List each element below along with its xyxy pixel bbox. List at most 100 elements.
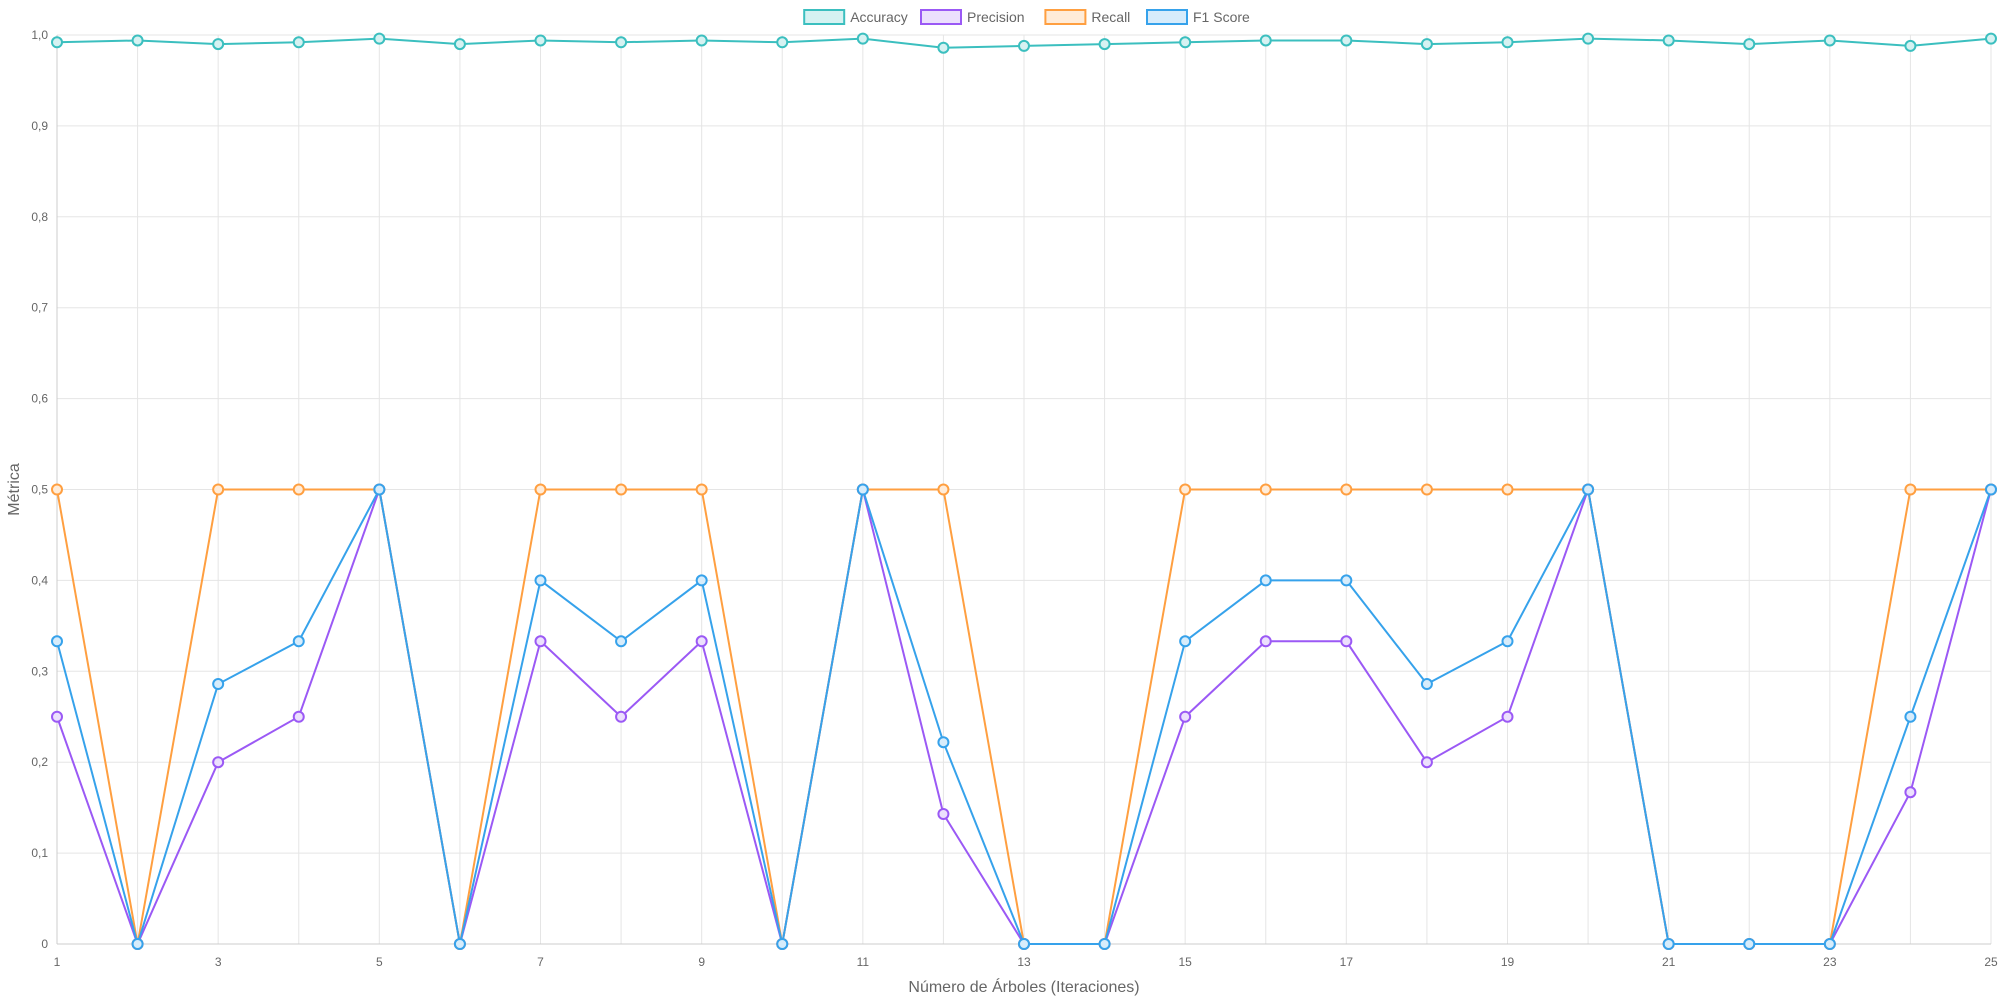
data-point[interactable] [1179, 36, 1192, 49]
data-point[interactable] [695, 483, 708, 496]
y-tick-label: 0,9 [31, 119, 48, 133]
data-point[interactable] [1179, 635, 1192, 648]
data-point[interactable] [212, 483, 225, 496]
data-point[interactable] [1340, 635, 1353, 648]
data-point[interactable] [937, 736, 950, 749]
data-point[interactable] [937, 483, 950, 496]
legend-label: F1 Score [1193, 9, 1250, 25]
data-point[interactable] [1823, 938, 1836, 950]
data-point[interactable] [453, 938, 466, 950]
data-point[interactable] [1098, 38, 1111, 51]
data-point[interactable] [1904, 710, 1917, 723]
data-point[interactable] [937, 41, 950, 54]
data-point[interactable] [1018, 938, 1030, 950]
data-point[interactable] [212, 756, 225, 769]
data-point[interactable] [534, 483, 547, 496]
data-point[interactable] [1179, 710, 1192, 723]
data-point[interactable] [1662, 938, 1675, 950]
data-point[interactable] [695, 34, 708, 47]
data-point[interactable] [1904, 39, 1917, 52]
data-point[interactable] [1340, 483, 1353, 496]
data-point[interactable] [1420, 756, 1433, 769]
data-point[interactable] [856, 32, 869, 45]
data-point[interactable] [51, 36, 63, 49]
data-point[interactable] [1582, 32, 1595, 45]
data-point[interactable] [695, 574, 708, 587]
data-point[interactable] [1259, 483, 1272, 496]
data-point[interactable] [1259, 34, 1272, 47]
data-point[interactable] [1985, 32, 1997, 45]
data-point[interactable] [1823, 34, 1836, 47]
data-point[interactable] [453, 38, 466, 51]
data-point[interactable] [373, 483, 386, 496]
legend-label: Accuracy [850, 9, 908, 25]
data-point[interactable] [1340, 34, 1353, 47]
x-tick-label: 19 [1501, 955, 1515, 969]
x-tick-label: 17 [1340, 955, 1354, 969]
data-point[interactable] [615, 36, 628, 49]
data-point[interactable] [292, 635, 305, 648]
data-point[interactable] [856, 483, 869, 496]
data-point[interactable] [292, 710, 305, 723]
x-axis-title: Número de Árboles (Iteraciones) [908, 977, 1139, 996]
legend-item-accuracy[interactable]: Accuracy [803, 9, 908, 25]
data-point[interactable] [373, 32, 386, 45]
data-point[interactable] [937, 808, 950, 821]
data-point[interactable] [534, 34, 547, 47]
data-point[interactable] [776, 938, 789, 950]
legend-item-recall[interactable]: Recall [1044, 9, 1130, 25]
legend-item-precision[interactable]: Precision [920, 9, 1025, 25]
y-tick-label: 0,6 [31, 392, 48, 406]
data-point[interactable] [1420, 38, 1433, 51]
data-point[interactable] [1018, 39, 1030, 52]
y-tick-label: 0,8 [31, 210, 48, 224]
data-point[interactable] [1743, 38, 1756, 51]
data-point[interactable] [51, 710, 63, 723]
legend-swatch [1044, 9, 1087, 25]
data-point[interactable] [615, 483, 628, 496]
data-point[interactable] [1582, 483, 1595, 496]
y-tick-label: 0,4 [31, 573, 48, 587]
data-point[interactable] [212, 38, 225, 51]
data-point[interactable] [534, 574, 547, 587]
data-point[interactable] [1501, 483, 1514, 496]
x-tick-label: 21 [1662, 955, 1676, 969]
data-point[interactable] [1420, 678, 1433, 691]
data-point[interactable] [1259, 574, 1272, 587]
x-tick-label: 15 [1178, 955, 1192, 969]
data-point[interactable] [1259, 635, 1272, 648]
series-lines [51, 32, 1997, 950]
data-point[interactable] [1501, 710, 1514, 723]
data-point[interactable] [615, 635, 628, 648]
data-point[interactable] [1743, 938, 1756, 950]
x-tick-label: 5 [376, 955, 383, 969]
x-tick-label: 23 [1823, 955, 1837, 969]
legend-swatch [1146, 9, 1188, 25]
x-tick-label: 13 [1017, 955, 1031, 969]
data-point[interactable] [292, 483, 305, 496]
data-point[interactable] [1098, 938, 1111, 950]
data-point[interactable] [534, 635, 547, 648]
data-point[interactable] [292, 36, 305, 49]
data-point[interactable] [615, 710, 628, 723]
data-point[interactable] [1662, 34, 1675, 47]
data-point[interactable] [1501, 36, 1514, 49]
legend-item-f1-score[interactable]: F1 Score [1146, 9, 1250, 25]
data-point[interactable] [1985, 483, 1997, 496]
data-point[interactable] [131, 34, 144, 47]
data-point[interactable] [51, 635, 63, 648]
legend-swatch [803, 9, 846, 25]
data-point[interactable] [1904, 786, 1917, 799]
data-point[interactable] [1340, 574, 1353, 587]
data-point[interactable] [212, 678, 225, 691]
data-point[interactable] [776, 36, 789, 49]
x-tick-label: 1 [54, 955, 61, 969]
data-point[interactable] [1179, 483, 1192, 496]
data-point[interactable] [1904, 483, 1917, 496]
data-point[interactable] [131, 938, 144, 950]
data-point[interactable] [51, 483, 63, 496]
data-point[interactable] [695, 635, 708, 648]
data-point[interactable] [1420, 483, 1433, 496]
data-point[interactable] [1501, 635, 1514, 648]
